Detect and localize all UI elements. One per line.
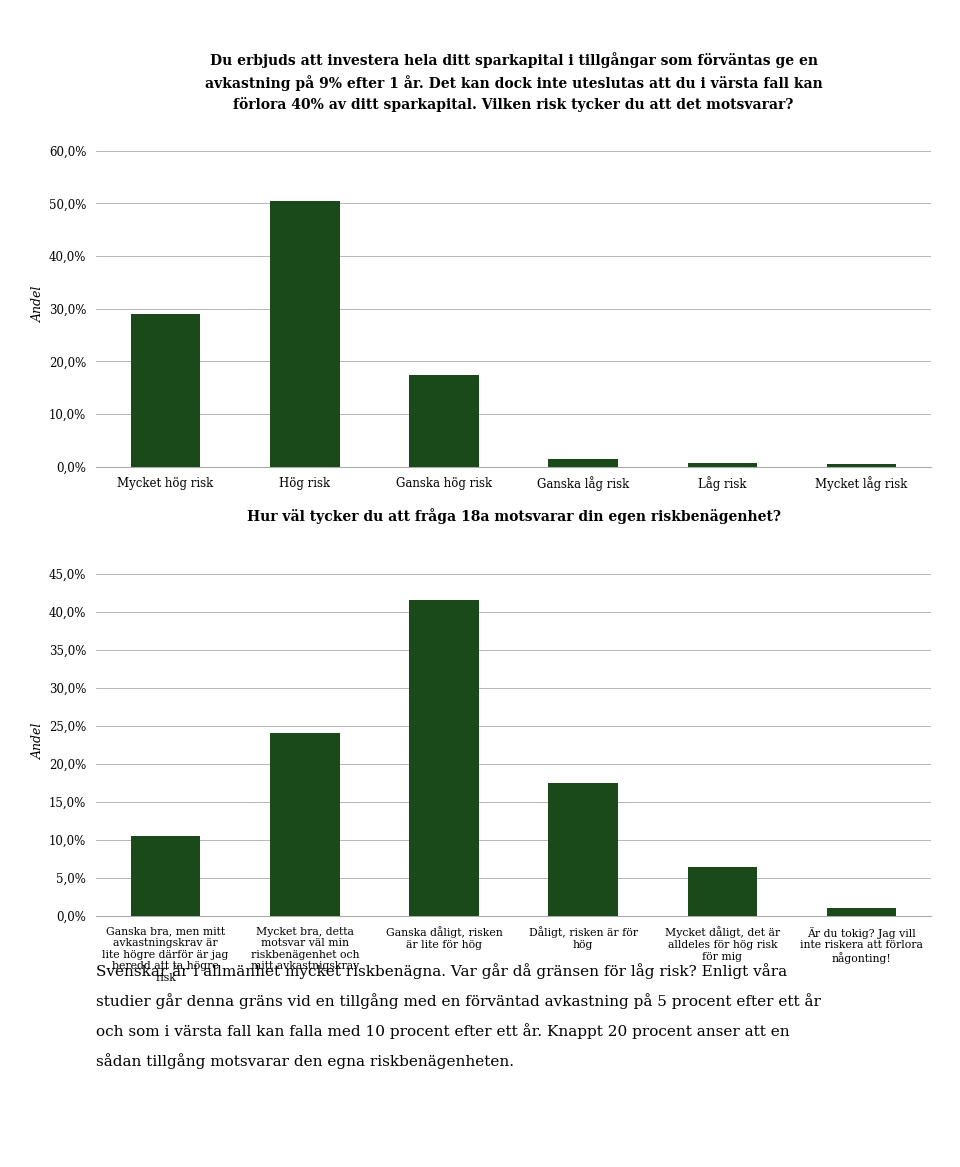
Bar <box>548 459 618 467</box>
Bar <box>409 375 479 467</box>
Text: Svenskar är i allmänhet mycket riskbenägna. Var går då gränsen för låg risk? Enl: Svenskar är i allmänhet mycket riskbenäg… <box>96 963 821 1069</box>
Bar <box>687 867 757 916</box>
Bar <box>270 201 340 467</box>
Y-axis label: Andel: Andel <box>32 722 45 760</box>
Bar <box>409 600 479 916</box>
Bar <box>827 908 897 916</box>
Bar <box>131 314 201 467</box>
Bar <box>270 733 340 916</box>
Text: Hur väl tycker du att fråga 18a motsvarar din egen riskbenägenhet?: Hur väl tycker du att fråga 18a motsvara… <box>247 508 780 524</box>
Text: Du erbjuds att investera hela ditt sparkapital i tillgångar som förväntas ge en
: Du erbjuds att investera hela ditt spark… <box>204 53 823 112</box>
Bar <box>131 837 201 916</box>
Y-axis label: Andel: Andel <box>32 285 45 322</box>
Bar <box>827 464 897 467</box>
Bar <box>548 783 618 916</box>
Bar <box>687 463 757 467</box>
